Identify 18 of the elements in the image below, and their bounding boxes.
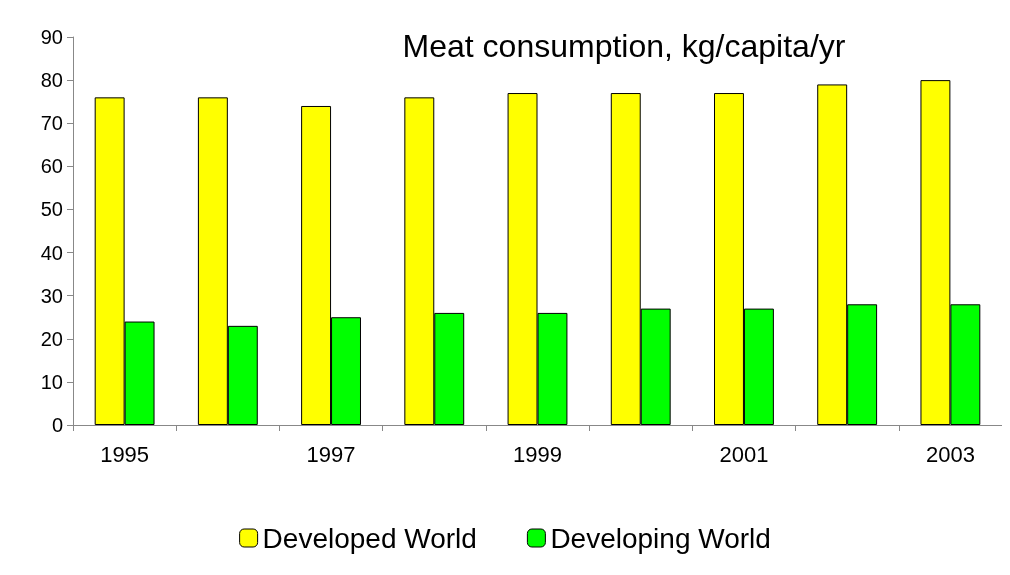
y-tick-label: 70 [40,112,63,135]
legend-label: Developed World [262,522,477,554]
y-tick-label: 60 [40,155,63,178]
chart-title: Meat consumption, kg/capita/yr [402,28,846,64]
x-tick-label: 1995 [100,441,150,467]
y-tick-label: 40 [40,241,63,264]
x-tick-label: 1999 [513,441,562,467]
y-tick-label: 30 [40,284,63,307]
legend-label: Developing World [550,522,771,554]
x-tick-label: 2001 [719,441,769,467]
y-tick-label: 10 [40,370,63,393]
x-tick-label: 1997 [306,441,356,467]
y-tick-label: 50 [40,198,63,221]
x-tick-label: 2003 [925,441,975,467]
y-tick-label: 90 [40,26,63,48]
y-tick-label: 0 [51,414,63,436]
y-tick-label: 80 [40,69,63,92]
y-tick-label: 20 [40,327,63,350]
